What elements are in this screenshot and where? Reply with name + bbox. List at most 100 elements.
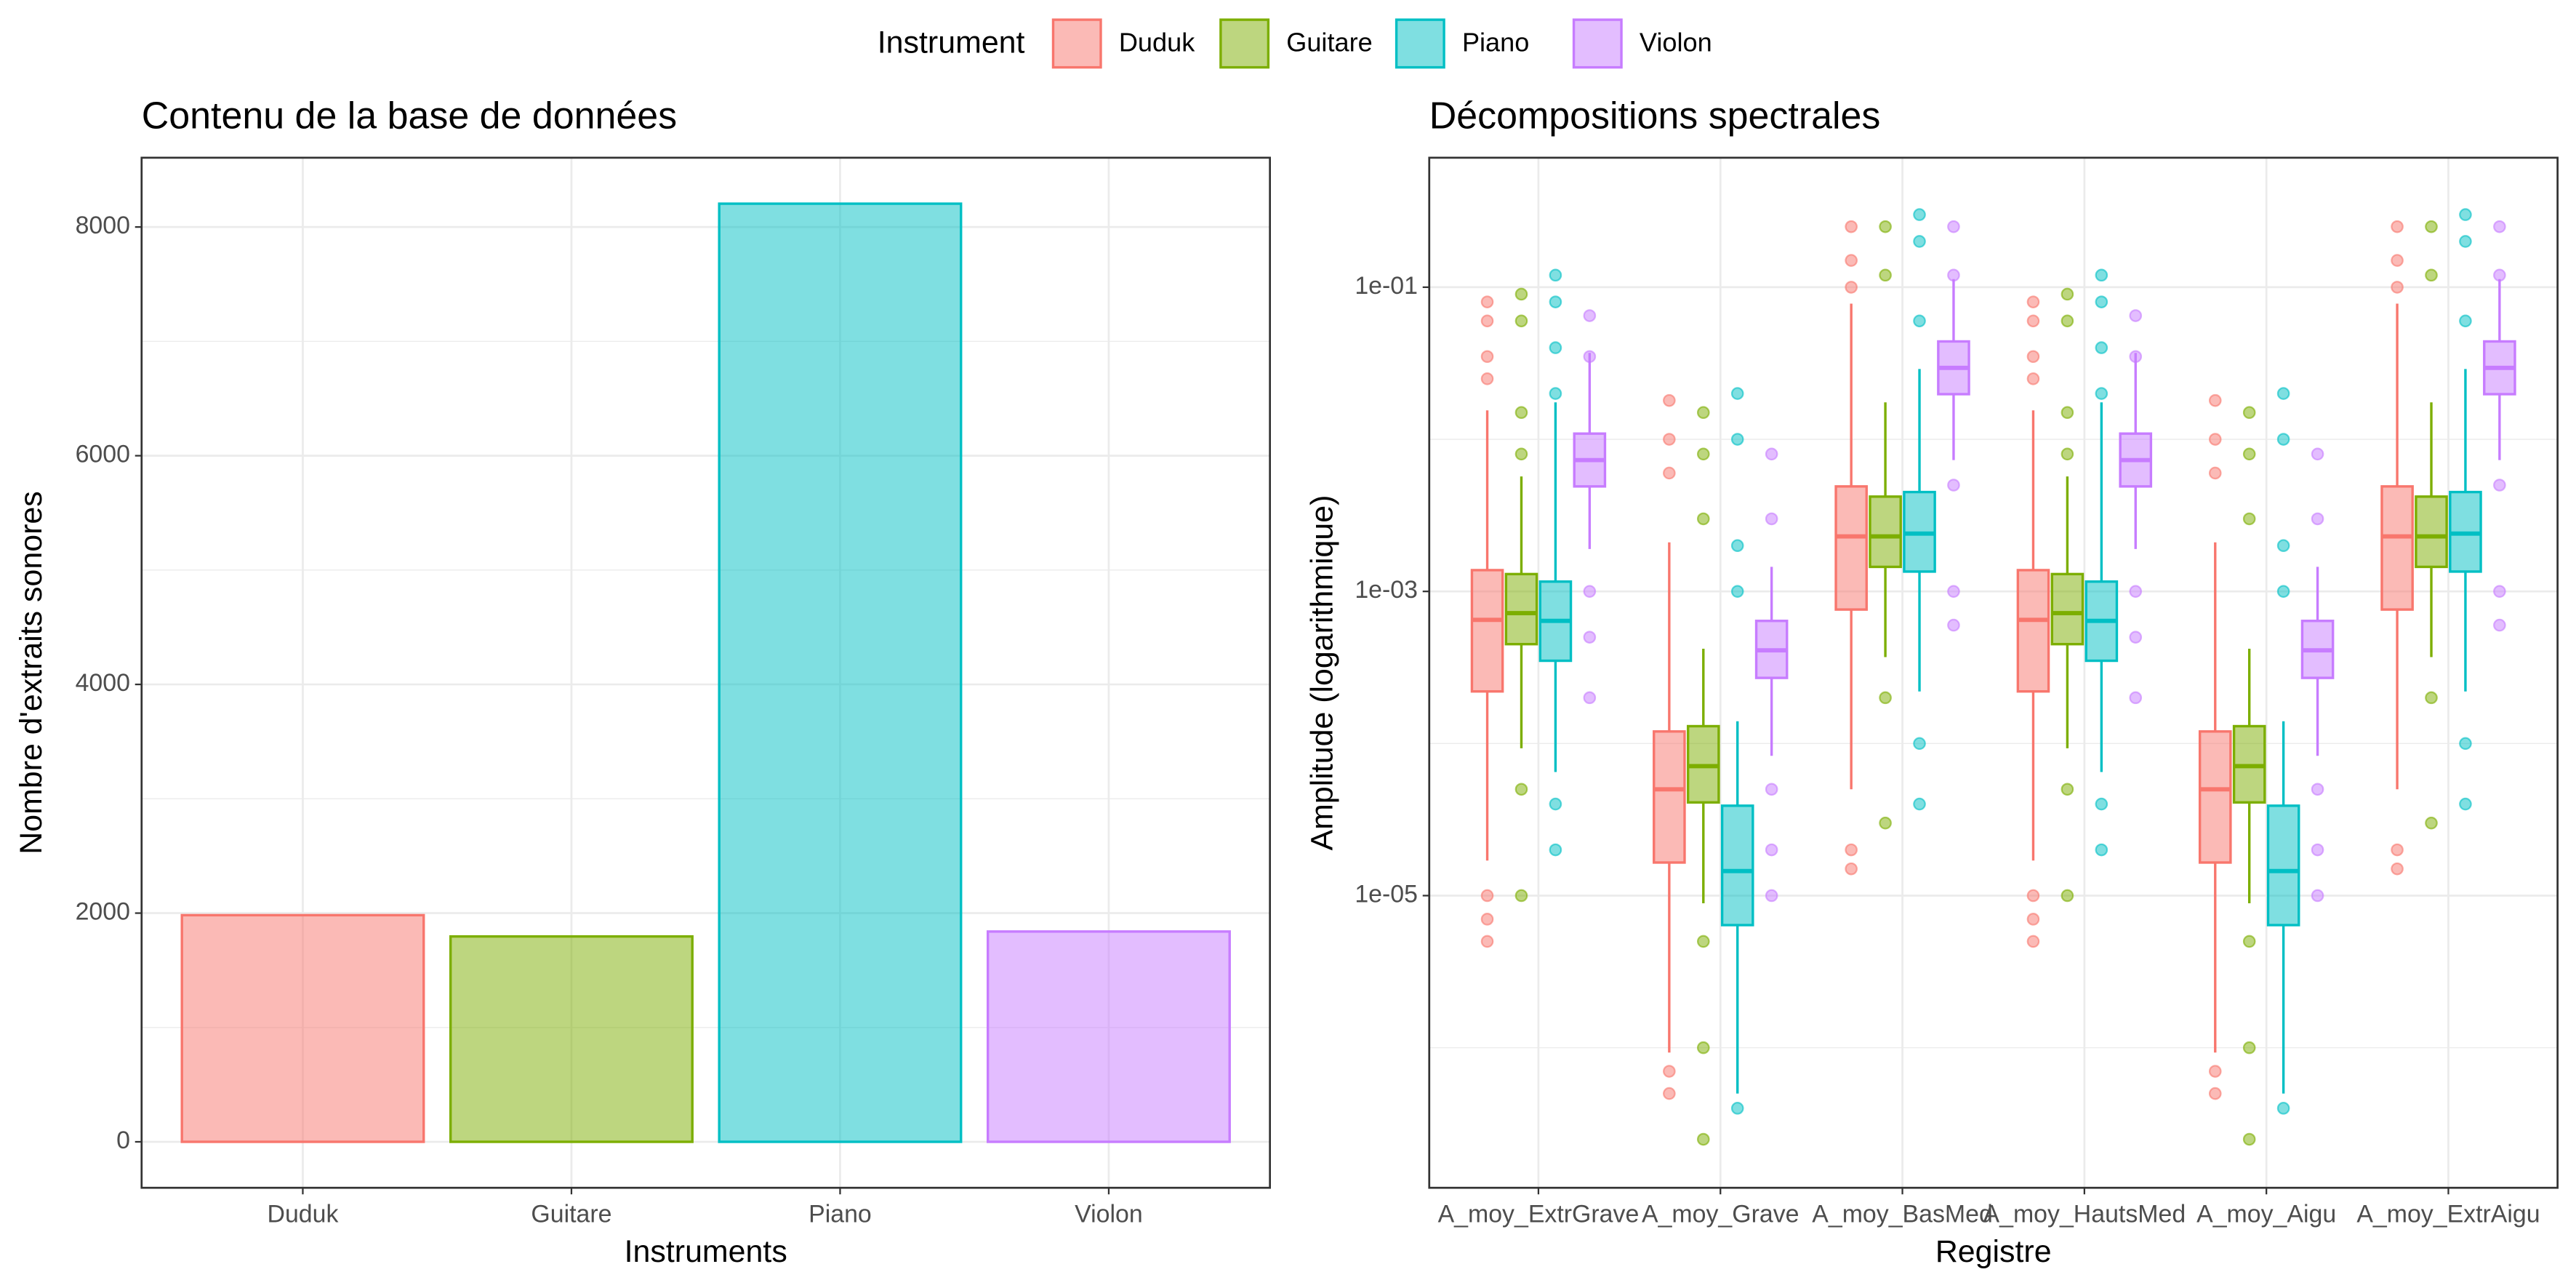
x-tick-label: A_moy_Grave	[1642, 1201, 1799, 1228]
outlier	[2459, 208, 2472, 221]
box	[2380, 485, 2414, 611]
box	[1720, 804, 1754, 927]
outlier	[1947, 220, 1960, 233]
box	[2415, 495, 2448, 569]
outlier	[2095, 268, 2108, 282]
outlier	[2493, 268, 2506, 282]
box	[2198, 730, 2232, 864]
outlier	[1765, 843, 1778, 857]
outlier	[2026, 314, 2040, 328]
outlier	[1879, 268, 1892, 282]
outlier	[2129, 309, 2143, 322]
outlier	[1480, 889, 1494, 903]
outlier	[1696, 512, 1710, 526]
outlier	[2061, 783, 2074, 796]
box	[1470, 569, 1504, 693]
outlier	[1514, 447, 1528, 461]
outlier	[2095, 387, 2108, 400]
outlier	[1730, 1102, 1744, 1115]
outlier	[2242, 1132, 2256, 1146]
outlier	[1947, 479, 1960, 492]
outlier	[1913, 797, 1926, 811]
y-tick-label: 1e-01	[1355, 272, 1418, 300]
outlier	[1480, 372, 1494, 385]
outlier	[1480, 935, 1494, 948]
outlier	[1696, 1132, 1710, 1146]
outlier	[2391, 843, 2404, 857]
outlier	[2493, 618, 2506, 632]
outlier	[2208, 466, 2222, 480]
box	[2050, 572, 2085, 646]
y-tick-label: 1e-03	[1355, 576, 1418, 604]
outlier	[1549, 268, 1562, 282]
outlier	[2493, 585, 2506, 598]
outlier	[2095, 341, 2108, 354]
chart-title: Contenu de la base de données	[142, 95, 677, 137]
outlier	[1730, 433, 1744, 446]
outlier	[2208, 1065, 2222, 1078]
outlier	[2425, 691, 2438, 705]
outlier	[1696, 935, 1710, 948]
y-tick-label: 6000	[76, 441, 130, 468]
outlier	[2026, 372, 2040, 385]
outlier	[1730, 387, 1744, 400]
outlier	[1480, 314, 1494, 328]
outlier	[2425, 816, 2438, 830]
outlier	[1947, 585, 1960, 598]
outlier	[2425, 220, 2438, 233]
y-axis-title: Amplitude (logarithmique)	[1305, 495, 1340, 851]
outlier	[2095, 797, 2108, 811]
outlier	[1663, 466, 1676, 480]
panel-background	[1429, 157, 2558, 1188]
outlier	[1663, 393, 1676, 407]
outlier	[2493, 220, 2506, 233]
chart-title: Décompositions spectrales	[1429, 95, 1881, 137]
outlier	[2493, 479, 2506, 492]
x-axis-title: Registre	[1935, 1234, 2052, 1269]
y-tick-label: 8000	[76, 212, 130, 239]
outlier	[2026, 913, 2040, 926]
outlier	[1514, 783, 1528, 796]
outlier	[1549, 843, 1562, 857]
outlier	[1549, 295, 1562, 308]
x-axis-title: Instruments	[625, 1234, 787, 1269]
outlier	[2129, 631, 2143, 644]
outlier	[1845, 862, 1858, 876]
outlier	[1663, 433, 1676, 446]
outlier	[1480, 295, 1494, 308]
outlier	[1765, 447, 1778, 461]
outlier	[2129, 691, 2143, 705]
y-axis-title: Nombre d'extraits sonores	[14, 491, 49, 854]
outlier	[1696, 447, 1710, 461]
y-tick-label: 2000	[76, 897, 130, 925]
outlier	[1549, 341, 1562, 354]
outlier	[1845, 281, 1858, 294]
outlier	[2242, 512, 2256, 526]
box	[2016, 569, 2050, 693]
panel-border	[1428, 156, 2559, 1189]
box	[1653, 730, 1686, 864]
outlier	[2311, 447, 2324, 461]
legend-label: Guitare	[1286, 28, 1372, 57]
outlier	[2026, 295, 2040, 308]
outlier	[2208, 433, 2222, 446]
outlier	[2095, 843, 2108, 857]
x-tick-label: A_moy_HautsMed	[1983, 1201, 2186, 1228]
outlier	[1845, 254, 1858, 267]
outlier	[1514, 314, 1528, 328]
x-tick-label: A_moy_BasMed	[1812, 1201, 1993, 1228]
outlier	[1480, 913, 1494, 926]
outlier	[1663, 1065, 1676, 1078]
outlier	[2276, 539, 2290, 553]
outlier	[1514, 406, 1528, 420]
bar	[180, 913, 425, 1143]
outlier	[1879, 691, 1892, 705]
outlier	[1947, 268, 1960, 282]
outlier	[2026, 889, 2040, 903]
outlier	[2061, 889, 2074, 903]
legend-key	[1572, 18, 1623, 69]
outlier	[2026, 935, 2040, 948]
outlier	[1514, 889, 1528, 903]
